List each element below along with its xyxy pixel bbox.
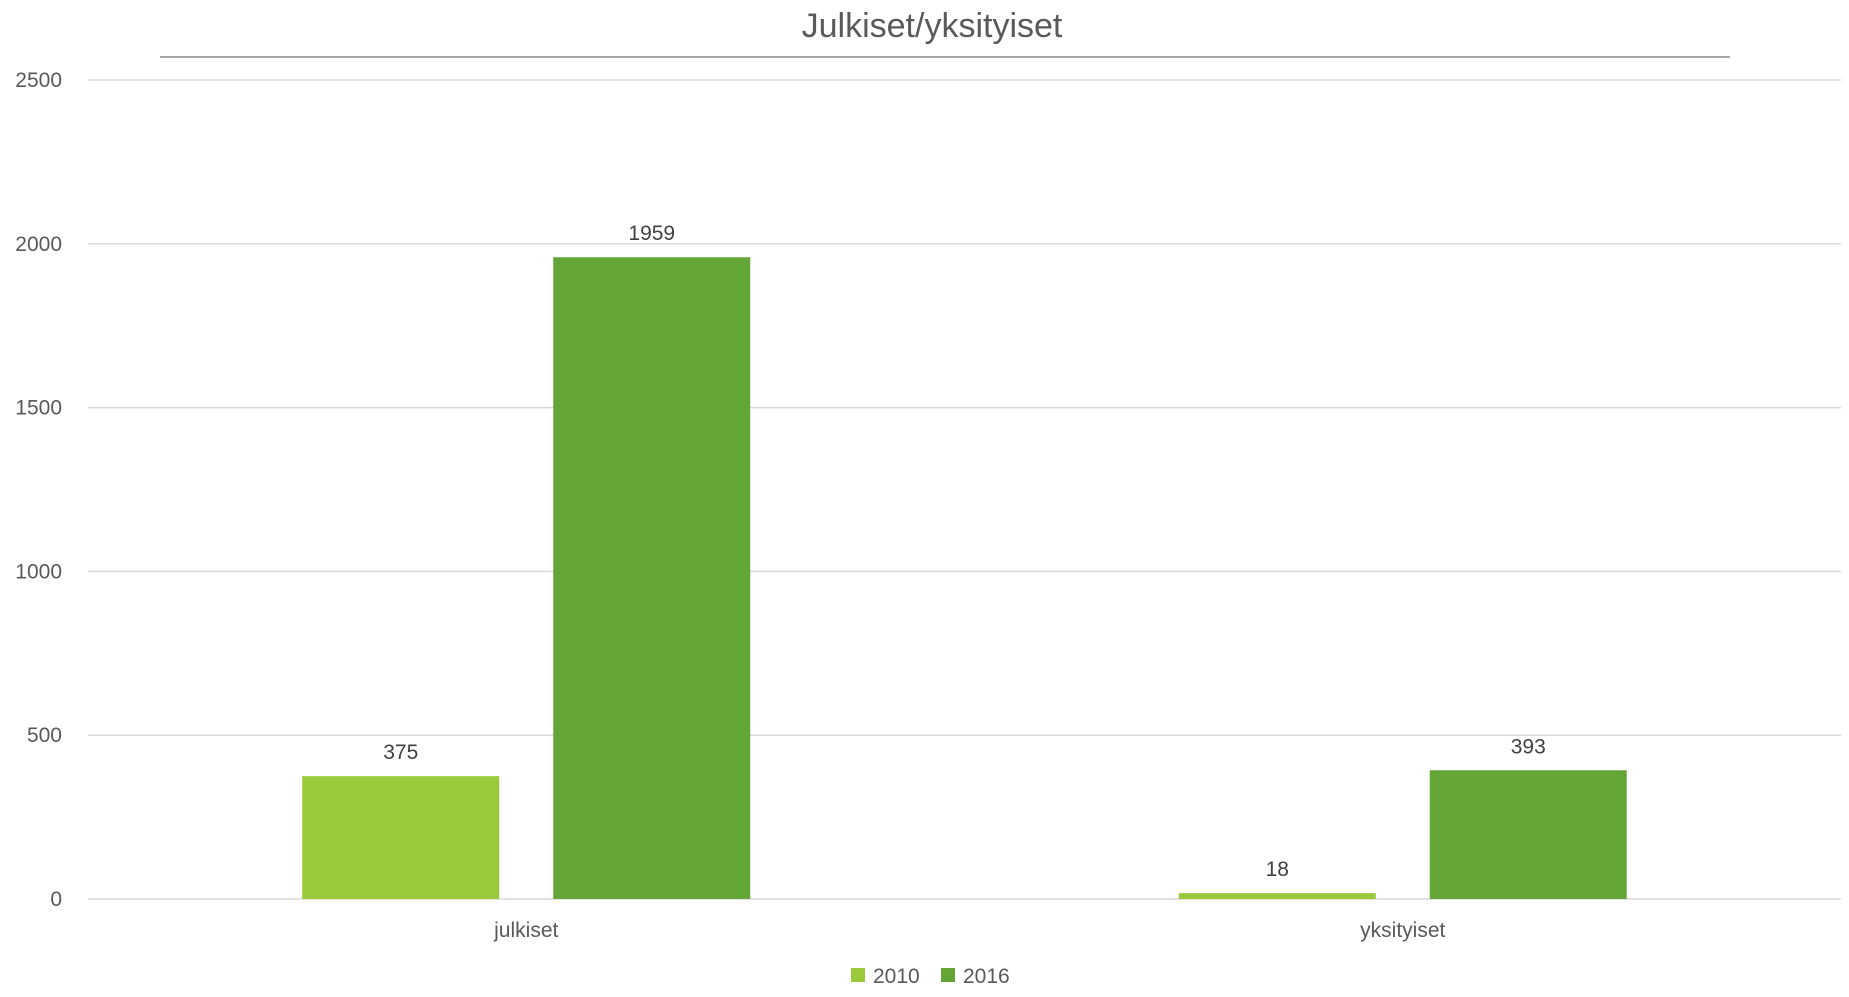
bars bbox=[302, 257, 1627, 900]
chart-title: Julkiset/yksityiset bbox=[802, 7, 1063, 45]
legend: 2010 2016 bbox=[851, 965, 1010, 988]
y-tick-label: 500 bbox=[27, 724, 62, 747]
bar-2010-julkiset bbox=[302, 776, 500, 899]
data-labels: 375 1959 18 393 bbox=[383, 222, 1546, 881]
legend-swatch bbox=[941, 968, 955, 982]
y-tick-label: 0 bbox=[50, 888, 62, 911]
bar-2016-yksityiset bbox=[1429, 770, 1627, 899]
x-axis: julkiset yksityiset bbox=[493, 919, 1445, 942]
data-label: 375 bbox=[383, 741, 418, 764]
data-label: 1959 bbox=[628, 222, 675, 245]
legend-label: 2016 bbox=[963, 965, 1010, 988]
legend-label: 2010 bbox=[873, 965, 920, 988]
y-tick-label: 2000 bbox=[15, 233, 62, 256]
data-label: 18 bbox=[1266, 858, 1289, 881]
data-label: 393 bbox=[1511, 735, 1546, 758]
y-tick-label: 1000 bbox=[15, 560, 62, 583]
y-axis: 0 500 1000 1500 2000 2500 bbox=[15, 69, 62, 911]
legend-swatch bbox=[851, 968, 865, 982]
bar-2016-julkiset bbox=[553, 257, 751, 900]
bar-2010-yksityiset bbox=[1178, 893, 1376, 899]
y-tick-label: 1500 bbox=[15, 397, 62, 420]
x-category-label: julkiset bbox=[493, 919, 558, 942]
x-category-label: yksityiset bbox=[1360, 919, 1445, 942]
y-tick-label: 2500 bbox=[15, 69, 62, 92]
